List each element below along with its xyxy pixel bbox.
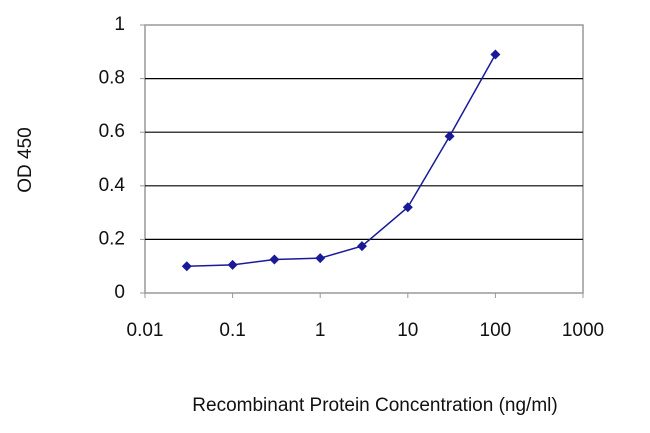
plot-frame <box>144 24 584 294</box>
series-line <box>186 54 497 267</box>
y-tick-label: 0 <box>114 282 125 303</box>
data-point <box>227 259 238 270</box>
data-point <box>444 131 455 142</box>
data-point <box>402 202 413 213</box>
y-tick-label: 0.2 <box>99 228 125 249</box>
x-axis-label: Recombinant Protein Concentration (ng/ml… <box>192 395 557 416</box>
data-point <box>315 253 326 264</box>
data-point <box>181 261 192 272</box>
x-tick-label: 0.1 <box>219 320 245 341</box>
x-tick-label: 1000 <box>562 320 604 341</box>
y-tick-label: 0.8 <box>99 68 125 89</box>
y-tick-label: 1 <box>114 14 125 35</box>
data-point <box>356 241 367 252</box>
data-point <box>269 254 280 265</box>
y-tick-label: 0.6 <box>99 121 125 142</box>
data-point <box>490 49 501 60</box>
x-tick-label: 1 <box>315 320 326 341</box>
y-tick-label: 0.4 <box>99 175 126 196</box>
x-tick-label: 100 <box>480 320 512 341</box>
y-axis-label: OD 450 <box>15 127 36 192</box>
x-tick-label: 0.01 <box>127 320 164 341</box>
x-tick-label: 10 <box>397 320 418 341</box>
